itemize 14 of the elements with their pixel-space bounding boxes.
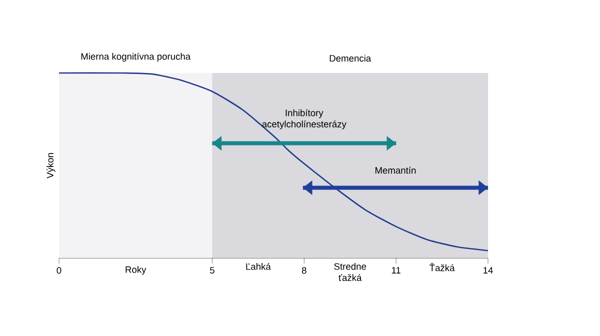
x-tick-label: 14 <box>484 267 493 274</box>
x-tick-label: 0 <box>56 267 62 274</box>
series-label: Memantín <box>375 166 416 174</box>
annotation: Ťažká <box>430 262 455 272</box>
series-label: Inhibítory acetylcholínesterázy <box>262 109 346 130</box>
x-tick-label: 5 <box>210 267 214 274</box>
y-axis-title: Výkon <box>46 153 56 178</box>
band-label: Demencia <box>330 54 372 62</box>
x-tick-label: 11 <box>392 267 400 274</box>
x-axis-title: Roky <box>126 266 146 275</box>
annotation: Stredne ťažká <box>334 262 366 281</box>
x-tick-label: 8 <box>302 267 306 274</box>
band-label: Mierna kognitívna porucha <box>81 52 191 62</box>
annotation: Ľahká <box>246 262 271 270</box>
